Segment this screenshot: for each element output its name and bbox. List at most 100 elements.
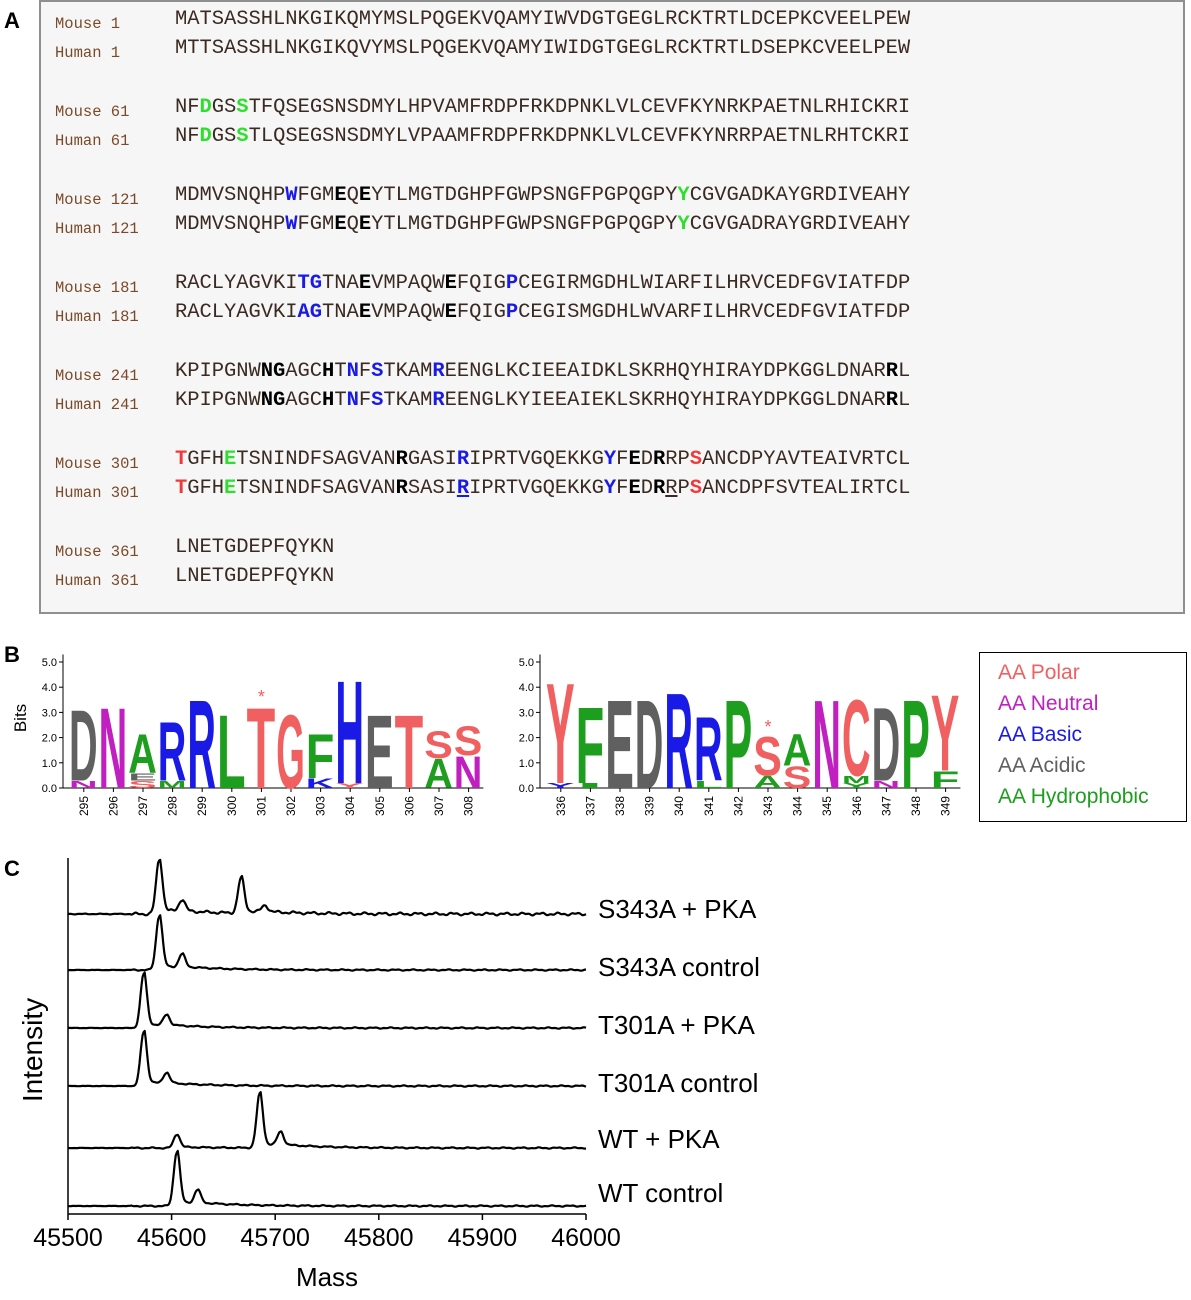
highlighted-residue: Y: [603, 448, 617, 471]
highlighted-residue: R: [652, 477, 666, 500]
logo-residue-glyph: F: [931, 766, 960, 794]
mass-spectra-chart: 45500 45600 45700 45800 45900 46000 Mass Intens…: [17, 858, 760, 1292]
sequence-segment: MDMVSNQHP: [175, 213, 286, 236]
logo-position-label: 301: [254, 796, 268, 816]
logo-y-tick-label: 1.0: [519, 758, 534, 770]
alignment-sequence: RACLYAGVKITGTNAEVMPAQWEFQIGPCEGIRMGDHLWI…: [175, 272, 910, 295]
alignment-row-label: Mouse 121: [55, 191, 139, 209]
logo-residue-glyph: R: [187, 673, 216, 815]
sequence-segment: LNETGDEPFQYKN: [175, 565, 335, 588]
highlighted-residue: H: [322, 360, 335, 383]
sequence-segment: KPIPGNW: [175, 389, 261, 412]
highlighted-residue: E: [358, 301, 372, 324]
ms-y-axis-label: Intensity: [17, 998, 48, 1102]
logo-residue-glyph: E: [128, 771, 157, 783]
sequence-segment: AGC: [285, 360, 323, 383]
phospho-site-asterisk: *: [764, 717, 771, 737]
logo-residue-glyph: Y: [546, 782, 575, 790]
highlighted-residue: E: [334, 184, 347, 207]
logo-residue-glyph: Y: [335, 782, 364, 790]
phospho-site-asterisk: *: [258, 687, 265, 707]
ms-x-tick-label: 45700: [240, 1224, 310, 1252]
sequence-segment: GS: [211, 96, 237, 119]
sequence-segment: CEGIRMGDHLWIARFILHRVCEDFGVIATFDP: [518, 272, 911, 295]
alignment-sequence: NFDGSSTFQSEGSNSDMYLHPVAMFRDPFRKDPNKLVLCE…: [175, 96, 910, 119]
alignment-row-label: Mouse 361: [55, 543, 139, 561]
logo-position-label: 336: [554, 796, 568, 816]
highlighted-residue: R: [456, 448, 470, 471]
logo-y-tick-label: 4.0: [519, 682, 534, 694]
alignment-row-label: Mouse 1: [55, 15, 121, 33]
ms-trace-label: S343A + PKA: [598, 894, 757, 924]
sequence-segment: GFH: [187, 477, 225, 500]
logo-residue-glyph: F: [576, 684, 605, 806]
logo-residue-glyph: P: [724, 674, 753, 815]
logo-position-label: 341: [702, 796, 716, 816]
ms-trace-label: S343A control: [598, 952, 760, 982]
ms-trace-line: [67, 971, 587, 1030]
sequence-segment: FQIG: [456, 272, 506, 295]
logo-residue-glyph: E: [365, 692, 394, 810]
logo-position-label: 300: [225, 796, 239, 816]
logo-position-label: 344: [791, 796, 805, 816]
logo-position-label: 338: [613, 796, 627, 816]
sequence-segment: FGM: [297, 184, 335, 207]
alignment-sequence: NFDGSSTLQSEGSNSDMYLVPAAMFRDPFRKDPNKLVLCE…: [175, 125, 910, 148]
highlighted-residue: R: [665, 477, 678, 500]
logo-position-label: 347: [879, 796, 893, 816]
highlighted-residue: N: [346, 389, 359, 412]
panel-label-c: C: [4, 856, 20, 881]
sequence-segment: L: [898, 360, 911, 383]
sequence-segment: Q: [346, 213, 359, 236]
sequence-segment: MTTSASSHLNKGIKQVYMSLPQGEKVQAMYIWIDGTGEGL…: [175, 37, 911, 60]
logo-residue-glyph: D: [69, 690, 98, 803]
ms-trace-line: [67, 914, 587, 972]
ms-trace-label: T301A + PKA: [598, 1010, 755, 1040]
sequence-segment: CGVGADRAYGRDIVEAHY: [689, 213, 911, 236]
logo-residue-glyph: N: [812, 673, 841, 815]
sequence-segment: MDMVSNQHP: [175, 184, 286, 207]
ms-x-tick-label: 46000: [551, 1224, 621, 1252]
highlighted-residue: T: [175, 448, 188, 471]
logo-residue-glyph: S: [753, 725, 782, 788]
sequence-segment: RACLYAGVKI: [175, 301, 298, 324]
logo-residue-glyph: P: [901, 674, 930, 815]
sequence-segment: GASI: [407, 448, 457, 471]
alignment-sequence: KPIPGNWNGAGCHTNFSTKAMREENGLKCIEEAIDKLSKR…: [175, 360, 910, 383]
ms-trace-label: WT control: [598, 1178, 723, 1208]
sequence-segment: F: [616, 448, 629, 471]
highlighted-residue: S: [236, 96, 249, 119]
sequence-segment: VMPAQW: [371, 272, 445, 295]
logo-position-label: 304: [343, 796, 357, 816]
panel-label-a: A: [4, 8, 20, 33]
logo-position-label: 308: [462, 796, 476, 816]
logo-residue-glyph: A: [753, 773, 782, 792]
logo-residue-glyph: A: [783, 725, 812, 776]
highlighted-residue: W: [285, 213, 298, 236]
alignment-sequence: MDMVSNQHPWFGMEQEYTLMGTDGHPFGWPSNGFPGPQGP…: [175, 184, 910, 207]
alignment-row-label: Human 121: [55, 220, 139, 238]
logo-y-tick-label: 0.0: [519, 783, 534, 795]
highlighted-residue: E: [224, 477, 237, 500]
highlighted-residue: E: [334, 213, 347, 236]
sequence-segment: RP: [665, 448, 690, 471]
highlighted-residue: E: [444, 272, 457, 295]
ms-trace-label: T301A control: [598, 1068, 758, 1098]
logo-residue-glyph: M: [158, 779, 187, 791]
sequence-segment: TSNINDFSAGVAN: [236, 448, 396, 471]
sequence-segment: TSNINDFSAGVAN: [236, 477, 396, 500]
alignment-row-label: Mouse 301: [55, 455, 139, 473]
sequence-segment: IPRTVGQEKKG: [469, 448, 604, 471]
highlighted-residue: E: [358, 184, 372, 207]
highlighted-residue: E: [628, 448, 641, 471]
ms-trace-label: WT + PKA: [598, 1124, 720, 1154]
logo-residue-glyph: N: [454, 747, 483, 798]
highlighted-residue: R: [395, 448, 408, 471]
ms-x-tick-label: 45900: [448, 1224, 518, 1252]
logo-residue-glyph: R: [694, 697, 723, 799]
alignment-row-label: Human 241: [55, 396, 139, 414]
sequence-segment: RACLYAGVKI: [175, 272, 298, 295]
highlighted-residue: S: [236, 125, 249, 148]
